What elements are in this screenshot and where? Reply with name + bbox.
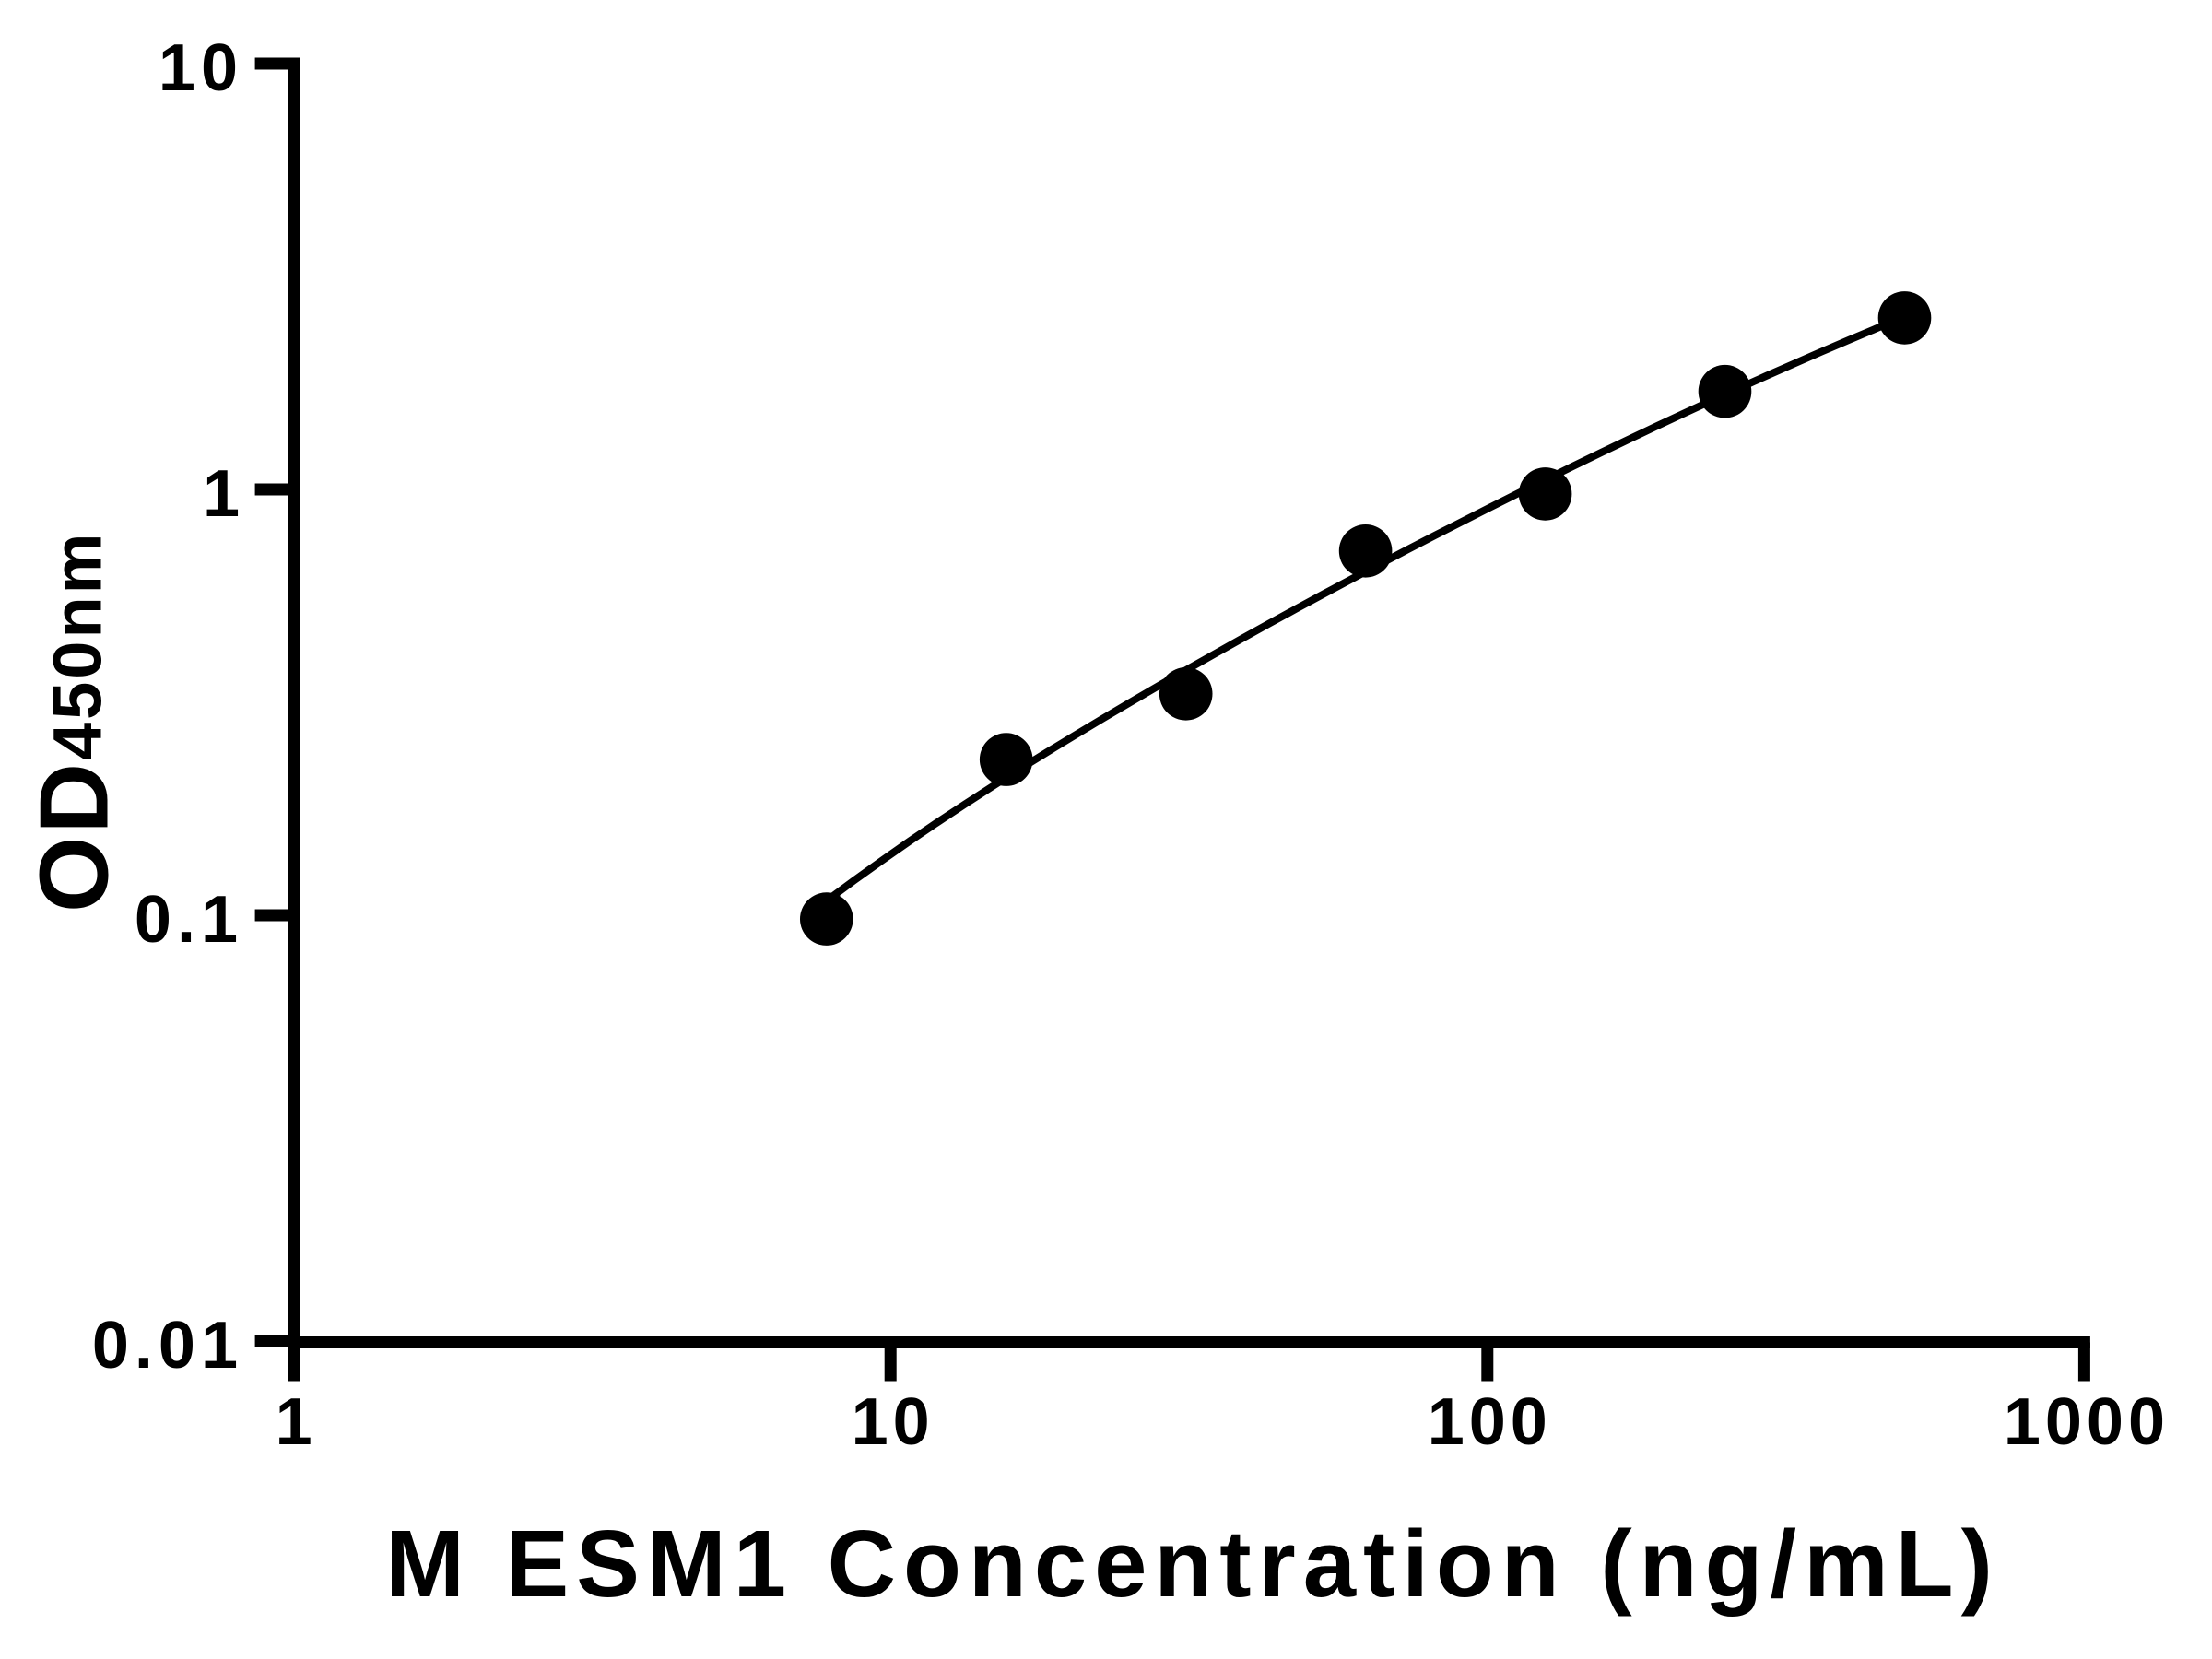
svg-text:0.01: 0.01 xyxy=(92,1309,243,1382)
svg-text:M ESM1 Concentration (ng/mL): M ESM1 Concentration (ng/mL) xyxy=(385,1511,2000,1617)
svg-text:1000: 1000 xyxy=(2004,1385,2170,1459)
svg-text:10: 10 xyxy=(852,1385,935,1459)
svg-text:1: 1 xyxy=(276,1385,312,1459)
svg-text:100: 100 xyxy=(1428,1385,1552,1459)
svg-text:10: 10 xyxy=(159,31,243,105)
svg-text:1: 1 xyxy=(203,457,245,531)
svg-text:0.1: 0.1 xyxy=(135,883,243,957)
